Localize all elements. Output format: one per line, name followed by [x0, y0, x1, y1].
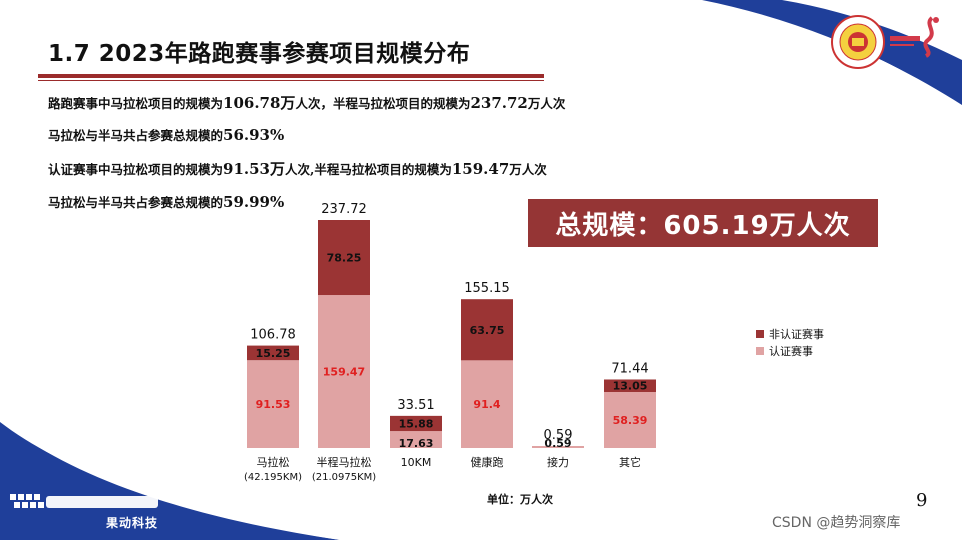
- summary-line-2: 马拉松与半马共占参赛总规模的56.93%: [48, 126, 285, 144]
- bar-uncertified-1: [318, 220, 370, 296]
- category-label-1-sub: (21.0975KM): [312, 472, 376, 483]
- legend-swatch-1: [756, 347, 764, 355]
- label-certified-5: 58.39: [613, 414, 648, 427]
- label-certified-4: 0.59: [544, 437, 571, 450]
- corner-swoosh-bottom-left: [0, 410, 360, 540]
- csdn-watermark: CSDN @趋势洞察库: [772, 515, 901, 531]
- label-uncertified-0: 15.25: [256, 347, 291, 360]
- label-certified-3: 91.4: [473, 398, 500, 411]
- bar-certified-4: [532, 446, 584, 448]
- brand-chinese-name: 果动科技: [106, 516, 159, 530]
- label-uncertified-5: 13.05: [613, 380, 648, 393]
- bar-certified-2: [390, 431, 442, 448]
- page-title: 1.7 2023年路跑赛事参赛项目规模分布: [48, 41, 471, 67]
- title-underline: [38, 74, 544, 78]
- corner-swoosh-top-right: [672, 0, 962, 120]
- label-uncertified-3: 63.75: [470, 324, 505, 337]
- legend-swatch-0: [756, 330, 764, 338]
- label-certified-2: 17.63: [399, 437, 434, 450]
- page-number: 9: [916, 490, 928, 511]
- category-label-3: 健康跑: [471, 455, 504, 469]
- label-total-4: 0.59: [544, 428, 573, 443]
- label-certified-1: 159.47: [323, 366, 365, 379]
- bar-uncertified-2: [390, 415, 442, 432]
- summary-line-3: 认证赛事中马拉松项目的规模为91.53万人次,半程马拉松项目的规模为159.47…: [48, 160, 547, 178]
- summary-line-1: 路跑赛事中马拉松项目的规模为106.78万人次，半程马拉松项目的规模为237.7…: [48, 94, 566, 112]
- category-label-4: 接力: [547, 456, 569, 469]
- bar-certified-5: [604, 391, 656, 448]
- bar-certified-3: [461, 360, 513, 448]
- bar-certified-1: [318, 295, 370, 448]
- label-uncertified-2: 15.88: [399, 417, 434, 430]
- label-total-3: 155.15: [464, 281, 510, 296]
- label-total-1: 237.72: [321, 202, 367, 217]
- bar-uncertified-0: [247, 345, 299, 361]
- category-label-5: 其它: [619, 455, 641, 469]
- category-label-0-sub: (42.195KM): [244, 472, 302, 483]
- bar-uncertified-3: [461, 299, 513, 361]
- category-label-0: 马拉松: [257, 455, 290, 469]
- category-label-2: 10KM: [401, 456, 432, 469]
- bar-uncertified-5: [604, 379, 656, 392]
- label-total-0: 106.78: [250, 328, 296, 343]
- label-certified-0: 91.53: [256, 398, 291, 411]
- category-label-1: 半程马拉松: [317, 455, 372, 469]
- title-underline-thin: [38, 80, 544, 81]
- summary-line-4: 马拉松与半马共占参赛总规模的59.99%: [48, 193, 285, 211]
- spoorts-brand-logo: [10, 494, 158, 508]
- legend-label-1: 认证赛事: [769, 344, 813, 358]
- label-total-5: 71.44: [611, 361, 648, 376]
- legend-label-0: 非认证赛事: [769, 327, 824, 341]
- association-seal-logo: [831, 15, 885, 69]
- label-uncertified-1: 78.25: [327, 252, 362, 265]
- label-total-2: 33.51: [397, 398, 434, 413]
- bar-certified-0: [247, 360, 299, 448]
- total-scale-banner: 总规模：605.19万人次: [528, 199, 878, 247]
- unit-label: 单位：万人次: [487, 492, 553, 506]
- china-athletics-logo: [890, 16, 939, 58]
